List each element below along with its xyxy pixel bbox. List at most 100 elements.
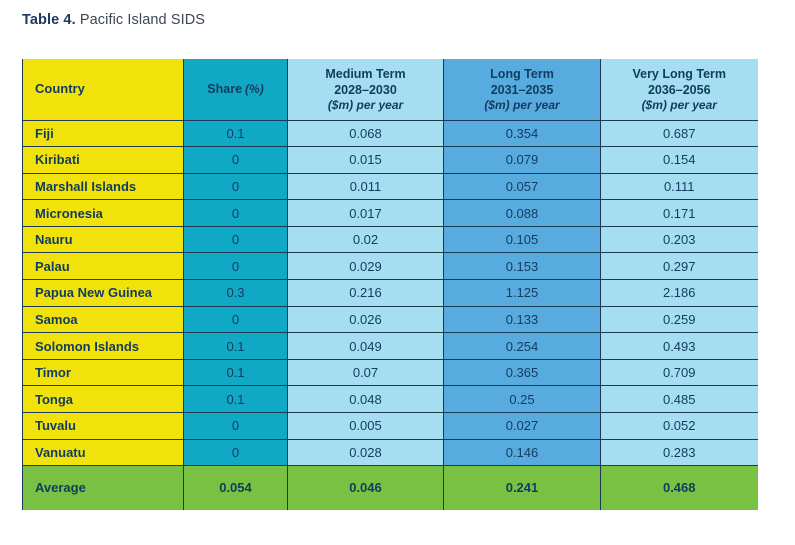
- country-cell: Tonga: [22, 385, 184, 413]
- medium-term-cell: 0.026: [287, 305, 444, 333]
- share-cell: 0: [183, 252, 288, 280]
- table-row: Nauru 0 0.02 0.105 0.203: [22, 225, 758, 253]
- medium-term-cell: 0.017: [287, 199, 444, 227]
- long-term-cell: 0.365: [443, 358, 601, 386]
- share-cell: 0: [183, 412, 288, 440]
- share-cell: 0: [183, 438, 288, 466]
- header-long-term-period: 2031–2035: [490, 82, 554, 97]
- table-row: Papua New Guinea 0.3 0.216 1.125 2.186: [22, 279, 758, 307]
- pacific-sids-table: Country Share (%) Medium Term 2028–2030 (…: [22, 59, 758, 510]
- table-title: Table 4. Pacific Island SIDS: [22, 12, 205, 28]
- country-cell: Palau: [22, 252, 184, 280]
- header-very-long-term-label: Very Long Term: [632, 66, 727, 81]
- long-term-cell: 0.105: [443, 225, 601, 253]
- share-cell: 0.3: [183, 279, 288, 307]
- table-row: Vanuatu 0 0.028 0.146 0.283: [22, 438, 758, 466]
- very-long-term-cell: 0.111: [600, 172, 758, 200]
- share-cell: 0: [183, 225, 288, 253]
- country-cell: Samoa: [22, 305, 184, 333]
- long-term-cell: 0.133: [443, 305, 601, 333]
- table-footer: Average 0.054 0.046 0.241 0.468: [22, 465, 758, 510]
- country-cell: Fiji: [22, 119, 184, 147]
- header-share-label: Share: [207, 82, 243, 97]
- table-body: Fiji 0.1 0.068 0.354 0.687 Kiribati 0 0.…: [22, 119, 758, 466]
- very-long-term-cell: 0.154: [600, 146, 758, 174]
- table-row: Tuvalu 0 0.005 0.027 0.052: [22, 412, 758, 440]
- header-long-term-label: Long Term: [490, 66, 554, 81]
- table-title-number: Table 4.: [22, 12, 76, 28]
- very-long-term-cell: 0.052: [600, 412, 758, 440]
- long-term-cell: 0.354: [443, 119, 601, 147]
- header-country: Country: [22, 59, 184, 120]
- average-very-long-term-cell: 0.468: [600, 465, 758, 510]
- very-long-term-cell: 0.709: [600, 358, 758, 386]
- very-long-term-cell: 0.283: [600, 438, 758, 466]
- header-very-long-term: Very Long Term 2036–2056 ($m) per year: [600, 59, 758, 120]
- share-cell: 0: [183, 172, 288, 200]
- long-term-cell: 0.027: [443, 412, 601, 440]
- medium-term-cell: 0.02: [287, 225, 444, 253]
- very-long-term-cell: 2.186: [600, 279, 758, 307]
- header-very-long-term-period: 2036–2056: [647, 82, 711, 97]
- country-cell: Tuvalu: [22, 412, 184, 440]
- header-share: Share (%): [183, 59, 288, 120]
- table-row: Palau 0 0.029 0.153 0.297: [22, 252, 758, 280]
- long-term-cell: 0.254: [443, 332, 601, 360]
- table-row: Solomon Islands 0.1 0.049 0.254 0.493: [22, 332, 758, 360]
- table-row: Marshall Islands 0 0.011 0.057 0.111: [22, 172, 758, 200]
- very-long-term-cell: 0.493: [600, 332, 758, 360]
- long-term-cell: 0.25: [443, 385, 601, 413]
- share-cell: 0: [183, 305, 288, 333]
- average-label-cell: Average: [22, 465, 184, 510]
- share-cell: 0.1: [183, 385, 288, 413]
- country-cell: Timor: [22, 358, 184, 386]
- share-cell: 0.1: [183, 332, 288, 360]
- medium-term-cell: 0.015: [287, 146, 444, 174]
- share-cell: 0: [183, 199, 288, 227]
- medium-term-cell: 0.029: [287, 252, 444, 280]
- very-long-term-cell: 0.203: [600, 225, 758, 253]
- header-medium-term: Medium Term 2028–2030 ($m) per year: [287, 59, 444, 120]
- header-share-unit: (%): [245, 82, 264, 97]
- table-row: Tonga 0.1 0.048 0.25 0.485: [22, 385, 758, 413]
- very-long-term-cell: 0.297: [600, 252, 758, 280]
- header-row: Country Share (%) Medium Term 2028–2030 (…: [22, 59, 758, 120]
- very-long-term-cell: 0.687: [600, 119, 758, 147]
- header-long-term-unit: ($m) per year: [484, 97, 560, 112]
- medium-term-cell: 0.216: [287, 279, 444, 307]
- country-cell: Marshall Islands: [22, 172, 184, 200]
- medium-term-cell: 0.049: [287, 332, 444, 360]
- medium-term-cell: 0.07: [287, 358, 444, 386]
- share-cell: 0: [183, 146, 288, 174]
- header-medium-term-unit: ($m) per year: [327, 97, 404, 112]
- country-cell: Papua New Guinea: [22, 279, 184, 307]
- header-medium-term-label: Medium Term: [325, 66, 406, 81]
- medium-term-cell: 0.005: [287, 412, 444, 440]
- table-row: Micronesia 0 0.017 0.088 0.171: [22, 199, 758, 227]
- average-row: Average 0.054 0.046 0.241 0.468: [22, 465, 758, 510]
- medium-term-cell: 0.068: [287, 119, 444, 147]
- average-long-term-cell: 0.241: [443, 465, 601, 510]
- country-cell: Micronesia: [22, 199, 184, 227]
- table-row: Fiji 0.1 0.068 0.354 0.687: [22, 119, 758, 147]
- very-long-term-cell: 0.485: [600, 385, 758, 413]
- country-cell: Nauru: [22, 225, 184, 253]
- long-term-cell: 0.146: [443, 438, 601, 466]
- country-cell: Vanuatu: [22, 438, 184, 466]
- long-term-cell: 0.088: [443, 199, 601, 227]
- table-header: Country Share (%) Medium Term 2028–2030 (…: [22, 59, 758, 120]
- long-term-cell: 0.153: [443, 252, 601, 280]
- table-row: Kiribati 0 0.015 0.079 0.154: [22, 146, 758, 174]
- table-row: Samoa 0 0.026 0.133 0.259: [22, 305, 758, 333]
- very-long-term-cell: 0.171: [600, 199, 758, 227]
- header-long-term: Long Term 2031–2035 ($m) per year: [443, 59, 601, 120]
- long-term-cell: 0.079: [443, 146, 601, 174]
- very-long-term-cell: 0.259: [600, 305, 758, 333]
- medium-term-cell: 0.028: [287, 438, 444, 466]
- header-very-long-term-unit: ($m) per year: [641, 97, 717, 112]
- medium-term-cell: 0.048: [287, 385, 444, 413]
- country-cell: Solomon Islands: [22, 332, 184, 360]
- header-medium-term-period: 2028–2030: [334, 82, 397, 97]
- average-share-cell: 0.054: [183, 465, 288, 510]
